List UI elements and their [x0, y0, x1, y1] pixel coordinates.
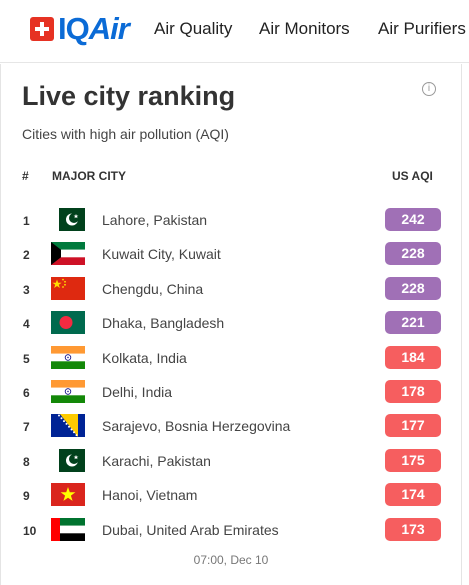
rank-number: 8 [23, 454, 30, 469]
info-icon[interactable]: i [422, 82, 436, 96]
aqi-badge: 242 [385, 208, 441, 231]
aqi-badge: 174 [385, 483, 441, 507]
swiss-cross-icon [30, 17, 54, 41]
city-column-header: MAJOR CITY [52, 169, 127, 183]
logo-text: IQAir [58, 11, 130, 46]
ranking-row[interactable]: 9 Hanoi, Vietnam 174 [1, 478, 461, 512]
nav-air-purifiers[interactable]: Air Purifiers [378, 19, 466, 38]
kuwait-flag [51, 242, 85, 266]
pakistan-flag [51, 448, 85, 472]
rank-number: 1 [23, 214, 30, 228]
uae-flag [51, 517, 85, 541]
ranking-row[interactable]: 3 Chengdu, China 228 [1, 272, 461, 306]
ranking-subtitle: Cities with high air pollution (AQI) [22, 126, 229, 142]
ranking-row[interactable]: 2 Kuwait City, Kuwait 228 [1, 237, 461, 271]
ranking-row[interactable]: 5 Kolkata, India 184 [1, 341, 461, 375]
rank-number: 3 [23, 282, 30, 297]
ranking-title: Live city ranking [22, 81, 236, 111]
top-navigation: IQAir Air Quality Air Monitors Air Purif… [0, 0, 469, 63]
aqi-badge: 228 [385, 276, 441, 300]
city-name-link[interactable]: Chengdu, China [102, 280, 204, 297]
nav-air-monitors[interactable]: Air Monitors [259, 19, 350, 38]
city-ranking-card: Live city ranking i Cities with high air… [0, 64, 462, 585]
aqi-badge: 173 [385, 517, 441, 541]
aqi-badge: 228 [385, 242, 441, 266]
nav-air-quality[interactable]: Air Quality [154, 19, 233, 38]
bangladesh-flag [51, 311, 85, 335]
rank-number: 5 [23, 351, 30, 366]
pakistan-flag [51, 208, 85, 231]
vietnam-flag [51, 483, 85, 507]
city-name-link[interactable]: Karachi, Pakistan [102, 452, 211, 469]
aqi-badge: 175 [385, 448, 441, 472]
city-name-link[interactable]: Dubai, United Arab Emirates [102, 521, 279, 538]
china-flag [51, 276, 85, 300]
city-name-link[interactable]: Delhi, India [102, 384, 173, 400]
rank-number: 7 [23, 420, 30, 435]
bosnia-flag [51, 414, 85, 438]
ranking-row[interactable]: 7 Sarajevo, Bosnia Herzegovina 177 [1, 409, 461, 443]
ranking-row[interactable]: 8 Karachi, Pakistan 175 [1, 444, 461, 478]
aqi-badge: 184 [385, 345, 441, 369]
city-name-link[interactable]: Kuwait City, Kuwait [102, 246, 221, 263]
rank-number: 2 [23, 248, 30, 263]
logo-prefix: IQ [58, 11, 90, 46]
city-name-link[interactable]: Sarajevo, Bosnia Herzegovina [102, 418, 291, 435]
india-flag [51, 380, 85, 403]
city-name-link[interactable]: Kolkata, India [102, 349, 187, 366]
rank-number: 4 [23, 317, 30, 332]
ranking-row[interactable]: 10 Dubai, United Arab Emirates 173 [1, 513, 461, 547]
india-flag [51, 345, 85, 369]
city-name-link[interactable]: Lahore, Pakistan [102, 212, 208, 228]
city-name-link[interactable]: Dhaka, Bangladesh [102, 315, 225, 332]
aqi-badge: 221 [385, 311, 441, 335]
aqi-badge: 178 [385, 380, 441, 403]
ranking-row[interactable]: 1 Lahore, Pakistan 242 [1, 203, 461, 237]
logo-suffix: Air [88, 11, 130, 46]
rank-number: 10 [23, 523, 37, 538]
rank-column-header: # [22, 169, 29, 183]
aqi-badge: 177 [385, 414, 441, 438]
ranking-row[interactable]: 6 Delhi, India 178 [1, 375, 461, 409]
ranking-row[interactable]: 4 Dhaka, Bangladesh 221 [1, 306, 461, 340]
rank-number: 6 [23, 386, 30, 400]
rank-number: 9 [23, 489, 30, 504]
ranking-timestamp: 07:00, Dec 10 [193, 553, 269, 567]
aqi-column-header: US AQI [392, 169, 433, 183]
iqair-logo[interactable]: IQAir [30, 11, 130, 46]
city-name-link[interactable]: Hanoi, Vietnam [102, 487, 198, 504]
